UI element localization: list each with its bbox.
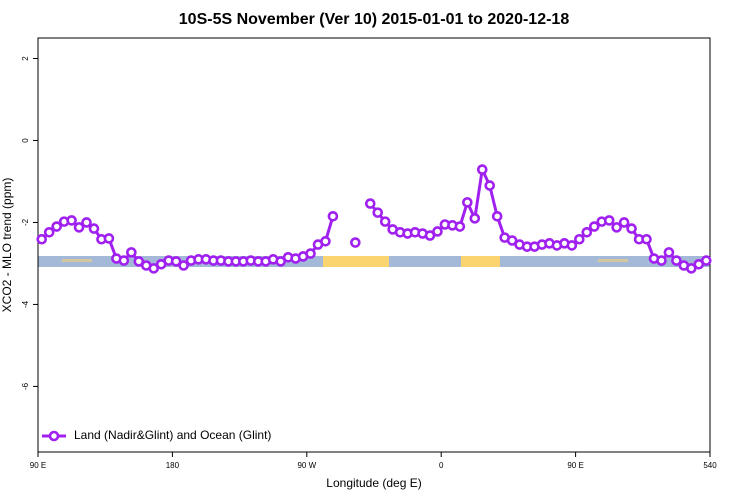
data-point	[663, 247, 675, 258]
x-tick-label: 180	[166, 461, 180, 470]
data-point	[686, 263, 697, 274]
data-point	[73, 222, 85, 233]
surface-strip	[38, 256, 710, 267]
data-point	[51, 221, 62, 232]
y-tick-label: -4	[21, 300, 30, 308]
data-point	[424, 230, 436, 241]
data-point	[372, 207, 384, 218]
data-point	[491, 211, 503, 222]
y-axis-label: XCO2 - MLO trend (ppm)	[0, 178, 14, 313]
data-point	[364, 198, 376, 209]
land-strip	[461, 256, 500, 267]
data-point	[320, 236, 331, 247]
chart-title: 10S-5S November (Ver 10) 2015-01-01 to 2…	[179, 11, 570, 28]
x-tick-label: 90 E	[567, 461, 583, 470]
data-point	[611, 222, 622, 233]
y-tick-label: 2	[21, 56, 30, 61]
data-point	[88, 223, 100, 234]
data-point	[170, 256, 182, 267]
data-point	[476, 164, 488, 175]
data-point	[126, 247, 137, 258]
data-point	[43, 226, 55, 238]
data-point	[588, 221, 600, 232]
data-point	[36, 233, 48, 245]
data-point	[327, 211, 339, 222]
data-point	[574, 233, 585, 245]
data-point	[350, 237, 361, 248]
island-speckle	[598, 259, 628, 262]
data-point	[118, 255, 130, 266]
data-point	[275, 256, 286, 267]
data-point	[484, 180, 496, 191]
y-tick-label: -6	[21, 382, 30, 390]
data-point	[454, 221, 466, 232]
plot-frame	[37, 37, 711, 453]
data-point	[66, 215, 77, 226]
data-point	[462, 197, 473, 208]
legend-marker	[48, 430, 60, 442]
data-point	[671, 255, 682, 266]
data-point	[626, 223, 637, 234]
x-tick-label: 0	[439, 461, 444, 470]
x-tick-label: 540	[703, 461, 717, 470]
x-axis-label: Longitude (deg E)	[326, 476, 421, 490]
legend-label: Land (Nadir&Glint) and Ocean (Glint)	[74, 428, 271, 442]
data-point	[656, 255, 667, 266]
data-point	[641, 233, 652, 245]
x-tick-label: 90 W	[297, 461, 316, 470]
x-tick-label: 90 E	[30, 461, 46, 470]
island-speckle	[62, 259, 92, 262]
data-point	[506, 235, 518, 246]
data-point	[305, 248, 316, 259]
data-point	[566, 240, 578, 251]
data-point	[581, 226, 593, 238]
y-tick-label: 0	[21, 138, 30, 143]
data-point	[148, 263, 160, 274]
data-point	[618, 217, 630, 228]
data-point	[103, 233, 115, 244]
data-point	[603, 215, 615, 226]
data-point	[178, 260, 189, 271]
data-point	[133, 256, 145, 267]
y-tick-label: -2	[21, 218, 30, 226]
data-point	[432, 226, 443, 237]
data-point	[81, 217, 92, 228]
data-point	[379, 216, 391, 227]
land-strip	[323, 256, 389, 267]
data-point	[469, 213, 481, 224]
data-point	[700, 255, 712, 266]
series-line	[369, 164, 707, 271]
